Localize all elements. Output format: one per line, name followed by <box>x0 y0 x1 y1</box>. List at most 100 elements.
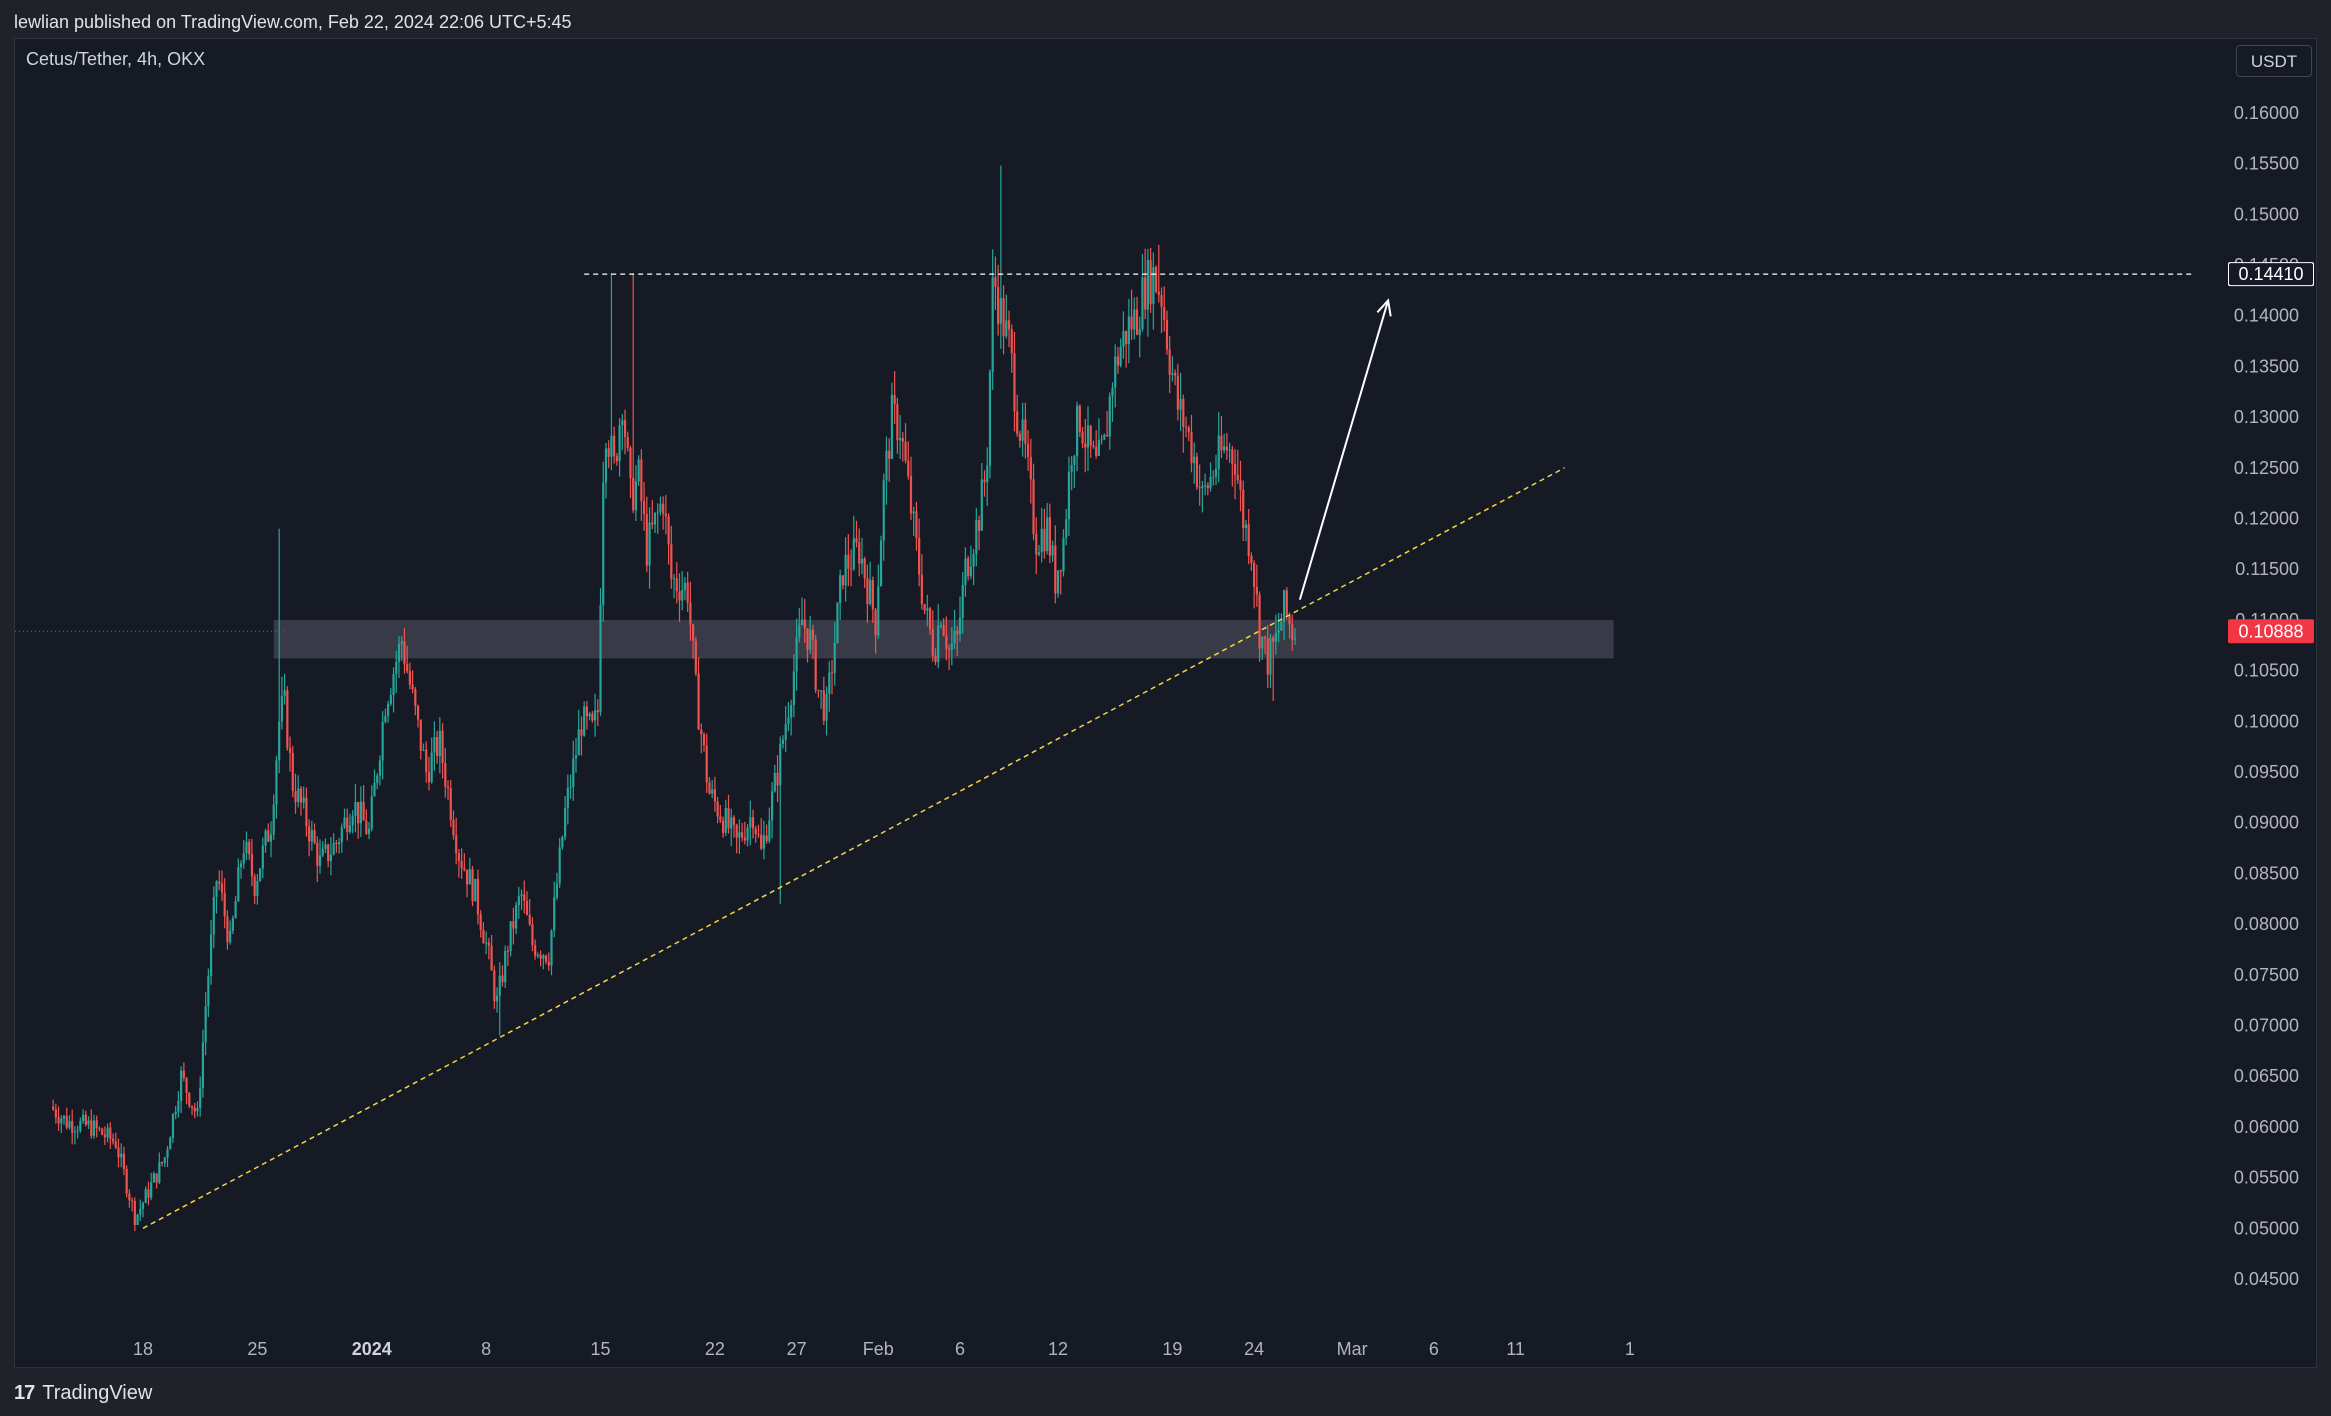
candle-body <box>1010 329 1013 354</box>
candle-body <box>1021 419 1024 441</box>
candle-body <box>465 869 469 885</box>
candle-body <box>275 760 278 805</box>
candle-body <box>1048 517 1051 556</box>
candle-body <box>583 706 586 736</box>
candle-body <box>1037 552 1041 555</box>
candle-body <box>964 558 967 585</box>
candle-body <box>95 1120 98 1129</box>
candle-body <box>1184 426 1188 428</box>
candle-body <box>991 277 994 373</box>
candle-body <box>896 404 899 441</box>
candle-body <box>139 1208 142 1215</box>
y-tick-label: 0.09000 <box>2234 813 2299 833</box>
candle-body <box>128 1193 131 1201</box>
candle-body <box>632 477 635 511</box>
candle-body <box>452 819 455 836</box>
candle-body <box>117 1147 120 1158</box>
x-tick-label: 12 <box>1048 1339 1068 1359</box>
candle-body <box>920 574 923 605</box>
currency-button[interactable]: USDT <box>2236 45 2312 77</box>
candle-body <box>490 945 493 971</box>
footer-branding[interactable]: 17 TradingView <box>14 1380 152 1406</box>
candle-body <box>700 729 703 735</box>
candle-body <box>1190 432 1193 464</box>
candle-body <box>337 842 341 845</box>
candle-body <box>640 459 643 502</box>
candle-body <box>953 630 956 644</box>
candle-body <box>1274 632 1278 642</box>
candle-body <box>697 673 700 730</box>
symbol-title[interactable]: Cetus/Tether, 4h, OKX <box>26 49 206 69</box>
current-price-label: 0.10888 <box>2238 621 2303 641</box>
candle-body <box>136 1214 139 1226</box>
price-chart[interactable]: 0.160000.155000.150000.145000.140000.135… <box>15 39 2316 1367</box>
candle-body <box>809 629 812 650</box>
candle-body <box>1059 570 1062 572</box>
candle-body <box>485 942 488 944</box>
candle-body <box>455 835 458 854</box>
candle-body <box>54 1109 57 1118</box>
candle-body <box>849 568 853 570</box>
candle-body <box>71 1121 74 1133</box>
candle-body <box>705 745 708 783</box>
x-tick-label: Feb <box>863 1339 894 1359</box>
candle-body <box>937 625 940 662</box>
candle-body <box>629 447 632 478</box>
candle-body <box>1263 636 1267 639</box>
candle-body <box>234 901 237 919</box>
candle-body <box>329 854 333 862</box>
candle-body <box>762 835 766 849</box>
candle-body <box>1165 319 1169 350</box>
y-tick-label: 0.11500 <box>2235 559 2299 579</box>
candle-body <box>335 842 338 845</box>
candle-body <box>177 1100 180 1112</box>
candle-body <box>1016 411 1019 434</box>
candle-body <box>471 869 474 902</box>
candle-body <box>885 450 888 481</box>
y-tick-label: 0.16000 <box>2234 103 2299 123</box>
candle-body <box>830 672 834 674</box>
candle-body <box>446 786 450 789</box>
candle-body <box>291 752 294 792</box>
candle-body <box>1111 387 1114 397</box>
published-caption: lewlian published on TradingView.com, Fe… <box>14 12 572 32</box>
y-tick-label: 0.14000 <box>2234 306 2299 326</box>
candle-body <box>223 892 226 917</box>
candle-body <box>509 921 512 952</box>
candle-body <box>264 830 267 846</box>
candle-body <box>871 580 874 610</box>
candle-body <box>980 479 983 531</box>
candle-body <box>784 723 787 740</box>
candle-body <box>403 641 406 665</box>
candle-body <box>713 789 716 802</box>
candle-body <box>357 801 360 824</box>
x-tick-label: 6 <box>1429 1339 1439 1359</box>
y-tick-label: 0.06000 <box>2234 1117 2299 1137</box>
candle-body <box>1005 320 1008 337</box>
candle-body <box>765 835 768 842</box>
candle-body <box>237 867 240 902</box>
y-tick-label: 0.04500 <box>2234 1269 2299 1289</box>
candle-body <box>1073 456 1076 466</box>
chart-panel[interactable]: 0.160000.155000.150000.145000.140000.135… <box>14 38 2317 1368</box>
candle-body <box>790 705 793 718</box>
candle-body <box>226 916 229 943</box>
candle-body <box>158 1162 161 1183</box>
candle-body <box>212 896 215 935</box>
candle-body <box>623 420 627 438</box>
candle-body <box>209 934 213 977</box>
candle-body <box>528 914 531 925</box>
candle-body <box>746 827 749 841</box>
candle-body <box>308 826 311 842</box>
candle-body <box>1223 446 1226 451</box>
candle-body <box>1269 637 1272 675</box>
candle-body <box>798 625 801 638</box>
candle-body <box>828 672 831 694</box>
candle-body <box>811 629 815 640</box>
candle-body <box>141 1202 145 1209</box>
candle-body <box>1116 356 1120 366</box>
candle-body <box>387 703 390 716</box>
candle-body <box>204 1006 207 1043</box>
candle-body <box>272 804 275 835</box>
candle-body <box>370 796 373 829</box>
